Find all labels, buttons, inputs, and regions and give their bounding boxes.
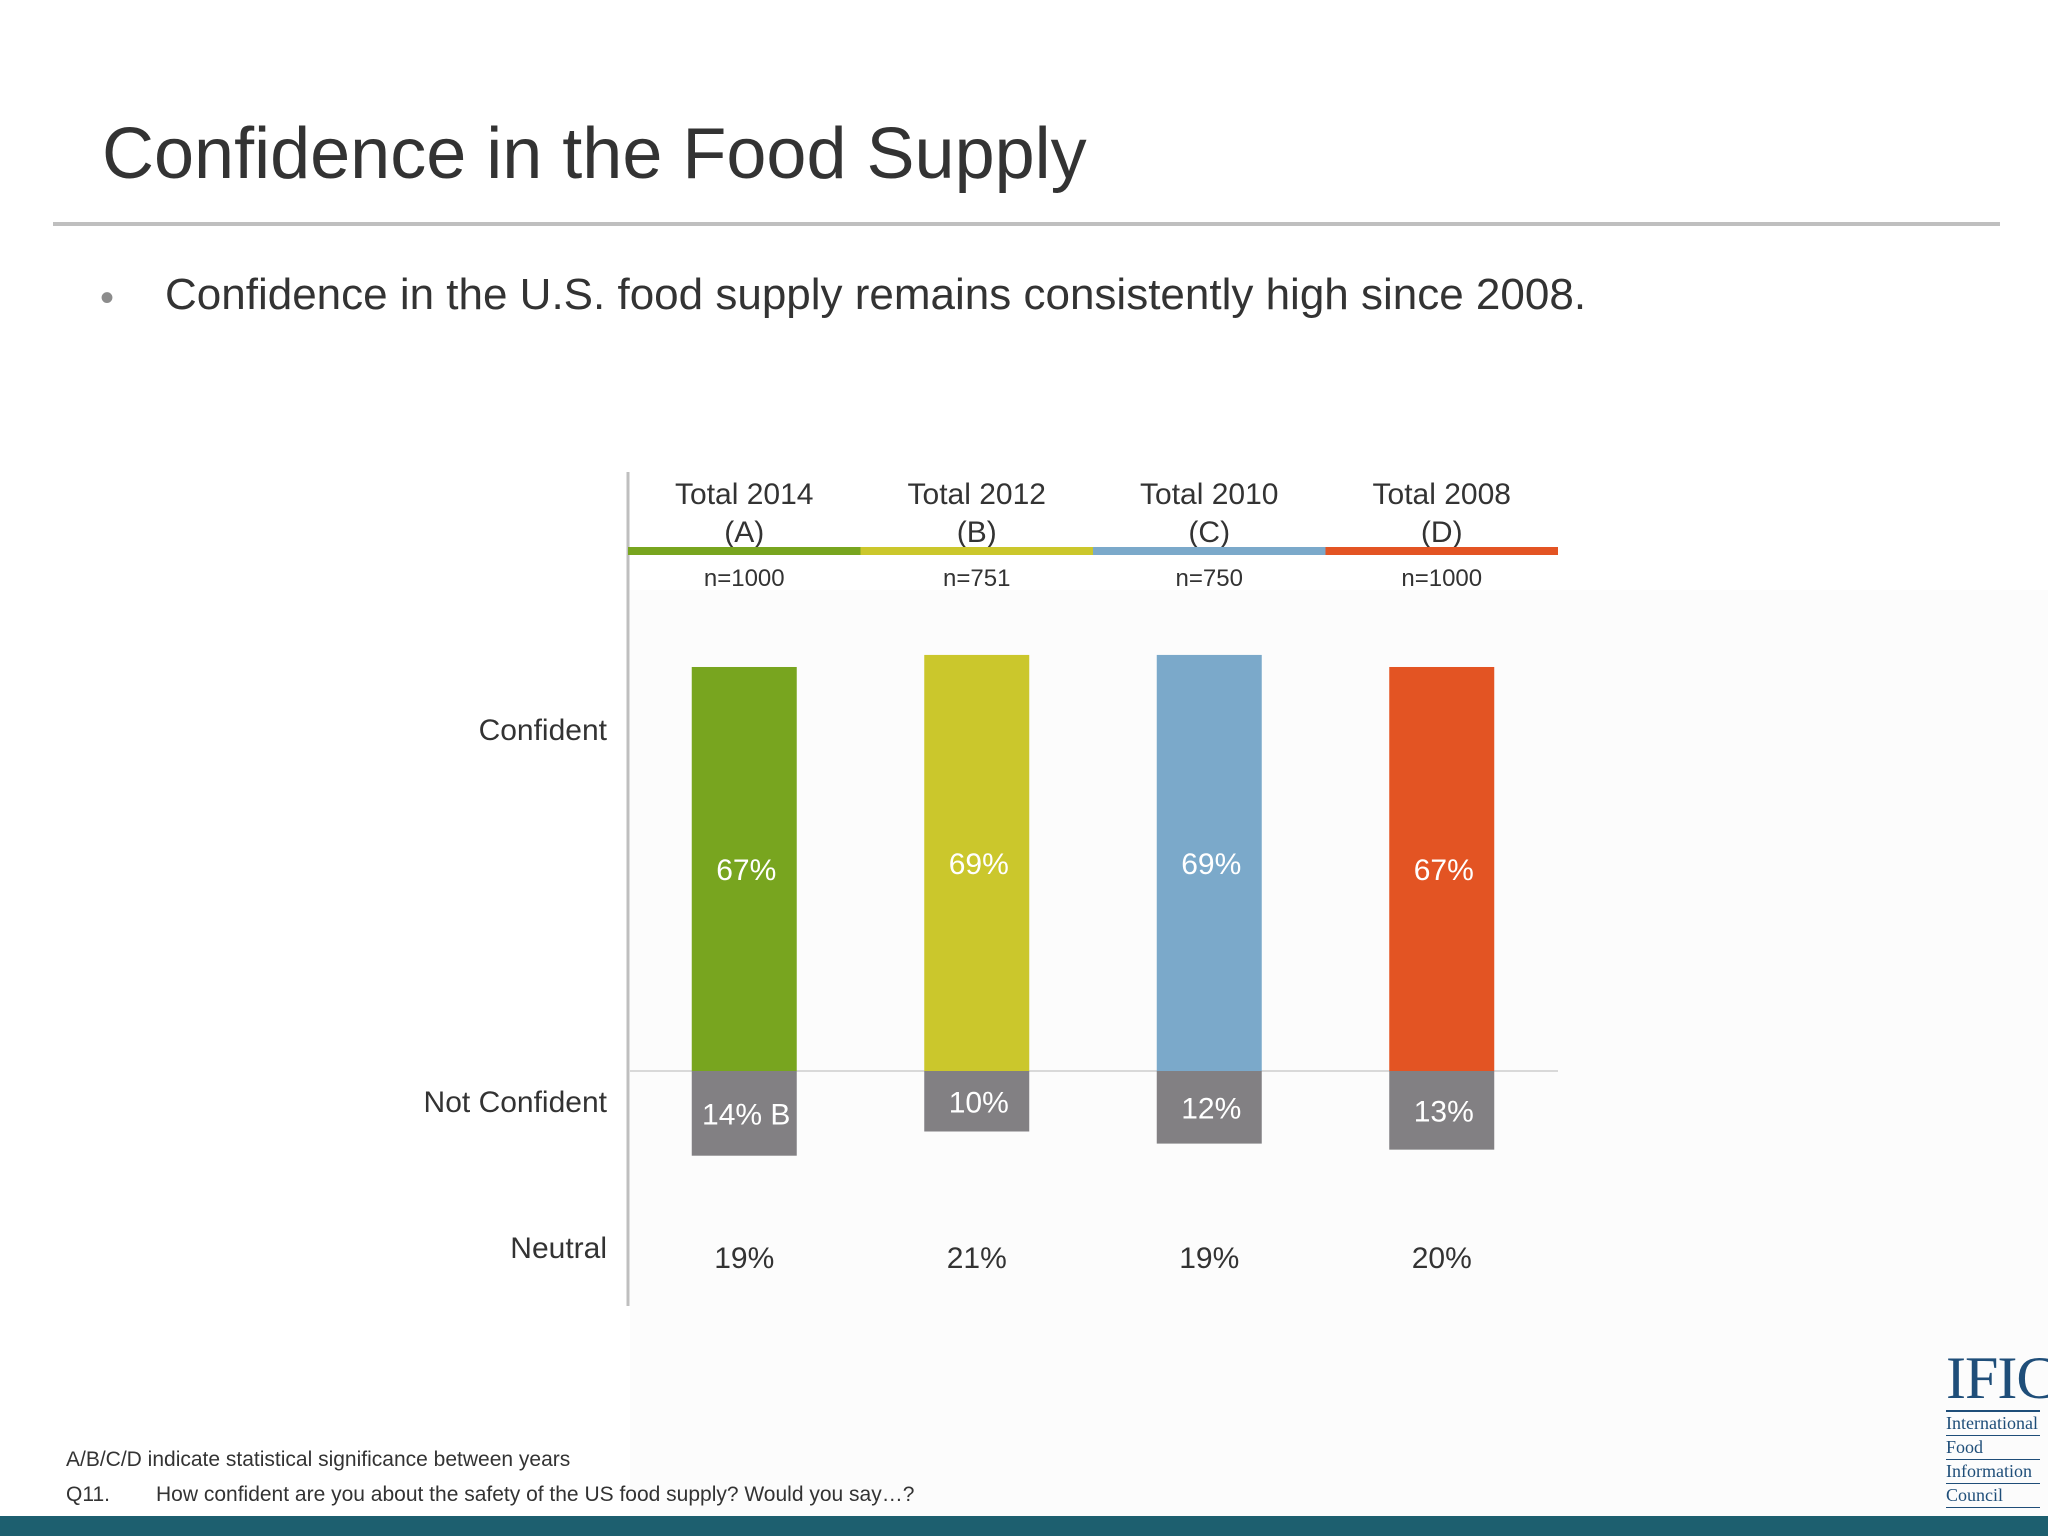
not-confident-value-label: 14% B	[702, 1098, 790, 1131]
not-confident-value-label: 10%	[949, 1086, 1009, 1119]
logo-line: Information	[1946, 1460, 2040, 1484]
not-confident-bar	[1156, 1071, 1262, 1144]
confident-bar	[1156, 654, 1262, 1071]
not-confident-bar	[691, 1071, 797, 1156]
question-footnote: Q11. How confident are you about the safe…	[66, 1483, 914, 1507]
column-color-band	[628, 547, 861, 555]
column-color-band	[1325, 547, 1558, 555]
logo-line: International	[1946, 1412, 2040, 1436]
ific-logo: IFIC International Food Information Coun…	[1946, 1345, 2048, 1508]
bullet-marker: •	[100, 276, 115, 320]
title-divider	[53, 222, 2000, 226]
confident-value-label: 67%	[1414, 854, 1474, 887]
confident-value-label: 69%	[1181, 848, 1241, 881]
logo-line: Council	[1946, 1484, 2040, 1508]
sample-size: n=750	[1176, 565, 1243, 592]
column-header: Total 2008	[1373, 478, 1511, 511]
footer-bar	[0, 1516, 2048, 1536]
row-label: Confident	[479, 714, 608, 747]
neutral-value-label: 21%	[947, 1242, 1007, 1275]
neutral-value-label: 19%	[714, 1242, 774, 1275]
confident-bar	[691, 666, 797, 1071]
significance-footnote: A/B/C/D indicate statistical significanc…	[66, 1448, 571, 1471]
confident-bar	[1389, 666, 1495, 1071]
column-color-band	[860, 547, 1093, 555]
not-confident-value-label: 13%	[1414, 1095, 1474, 1128]
bullet-text: Confidence in the U.S. food supply remai…	[165, 270, 1587, 319]
row-label: Neutral	[510, 1232, 607, 1265]
confident-value-label: 67%	[716, 854, 776, 887]
column-letter: (B)	[957, 516, 997, 549]
column-letter: (A)	[724, 516, 764, 549]
chart-background	[630, 590, 2048, 1520]
confident-value-label: 69%	[949, 848, 1009, 881]
not-confident-bar	[1389, 1071, 1495, 1150]
neutral-value-label: 19%	[1179, 1242, 1239, 1275]
column-header: Total 2010	[1140, 478, 1278, 511]
column-header: Total 2012	[908, 478, 1046, 511]
neutral-value-label: 20%	[1412, 1242, 1472, 1275]
column-header: Total 2014	[675, 478, 813, 511]
column-color-band	[1093, 547, 1326, 555]
not-confident-bar	[924, 1071, 1030, 1132]
sample-size: n=1000	[1401, 565, 1482, 592]
row-label: Not Confident	[424, 1086, 608, 1119]
logo-line: Food	[1946, 1436, 2040, 1460]
logo-mark: IFIC	[1946, 1345, 2048, 1412]
not-confident-value-label: 12%	[1181, 1092, 1241, 1125]
slide-title: Confidence in the Food Supply	[102, 114, 1087, 194]
column-letter: (C)	[1188, 516, 1230, 549]
column-letter: (D)	[1421, 516, 1463, 549]
sample-size: n=1000	[704, 565, 785, 592]
confident-bar	[924, 654, 1030, 1071]
question-number: Q11.	[66, 1483, 110, 1506]
question-text: How confident are you about the safety o…	[156, 1483, 915, 1506]
sample-size: n=751	[943, 565, 1010, 592]
